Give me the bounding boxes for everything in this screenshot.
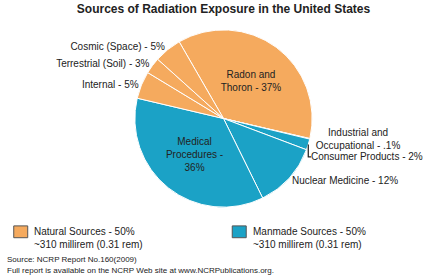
svg-text:Manmade Sources - 50%~310 mill: Manmade Sources - 50%~310 millirem (0.31… (253, 226, 366, 250)
svg-text:Cosmic (Space) - 5%: Cosmic (Space) - 5% (70, 41, 165, 52)
svg-text:Consumer Products - 2%: Consumer Products - 2% (311, 151, 423, 162)
svg-text:MedicalProcedures -36%: MedicalProcedures -36% (166, 136, 223, 173)
svg-text:Natural Sources - 50%~310 mill: Natural Sources - 50%~310 millirem (0.31… (34, 226, 143, 250)
svg-text:Internal - 5%: Internal - 5% (82, 79, 139, 90)
svg-text:Sources of Radiation Exposure: Sources of Radiation Exposure in the Uni… (77, 2, 371, 16)
svg-text:Terrestrial (Soil) - 3%: Terrestrial (Soil) - 3% (56, 58, 149, 69)
svg-text:Source: NCRP Report No.160(200: Source: NCRP Report No.160(2009) (7, 255, 137, 264)
svg-text:Nuclear Medicine - 12%: Nuclear Medicine - 12% (292, 175, 398, 186)
svg-text:Industrial andOccupational - .: Industrial andOccupational - .1% (316, 127, 401, 151)
svg-text:Radon andThoron - 37%: Radon andThoron - 37% (221, 69, 282, 93)
svg-text:Full report is available on th: Full report is available on the NCRP Web… (7, 266, 274, 275)
